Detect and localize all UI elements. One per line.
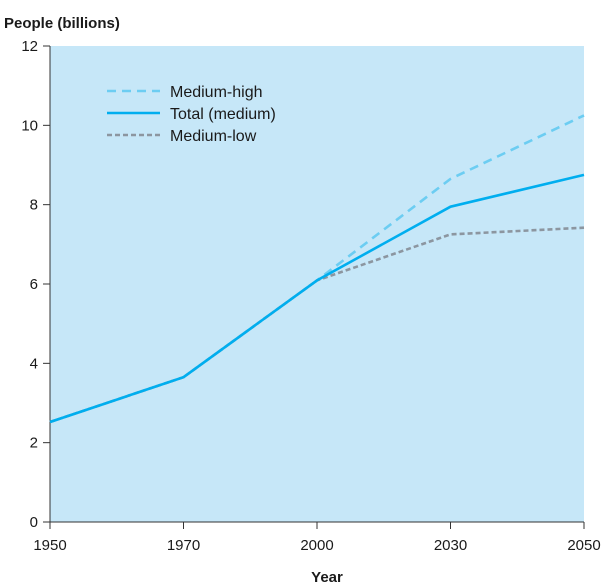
x-tick-label: 1950 <box>33 537 66 554</box>
legend-label: Medium-low <box>170 128 257 145</box>
y-tick-label: 10 <box>21 117 38 134</box>
y-axis-title: People (billions) <box>4 15 120 32</box>
x-axis-title: Year <box>311 569 343 586</box>
y-tick-label: 8 <box>30 197 38 214</box>
series-lines <box>49 114 585 424</box>
axis-ticks: 0 2 4 6 8 10 12 1950 1970 2000 2030 2050 <box>21 38 600 554</box>
x-tick-label: 2050 <box>567 537 600 554</box>
legend: Medium-high Total (medium) Medium-low <box>107 84 276 145</box>
y-tick-label: 2 <box>30 435 38 452</box>
x-tick-label: 2000 <box>300 537 333 554</box>
y-tick-label: 4 <box>30 355 38 372</box>
legend-label: Total (medium) <box>170 106 276 123</box>
series-line-total-medium <box>49 173 585 424</box>
y-tick-label: 6 <box>30 276 38 293</box>
legend-label: Medium-high <box>170 84 262 101</box>
y-tick-label: 0 <box>30 514 38 531</box>
plot-area <box>50 46 584 522</box>
x-tick-label: 2030 <box>434 537 467 554</box>
x-tick-label: 1970 <box>167 537 200 554</box>
y-tick-label: 12 <box>21 38 38 55</box>
